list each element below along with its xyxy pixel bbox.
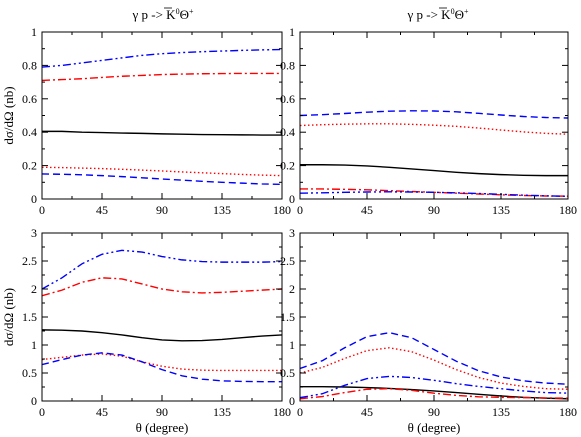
series-line-dash-dot-dot [300,191,568,198]
y-tick-label: 0.2 [22,159,37,173]
x-tick-label: 180 [559,405,577,419]
x-axis-label: θ (degree) [136,420,189,435]
x-tick-label: 0 [39,405,45,419]
series-line-dotted [300,347,568,390]
y-tick-label: 0.6 [22,92,37,106]
x-tick-label: 0 [297,203,303,217]
chart-title-top-right: γ p -> K0Θ+ [407,7,469,22]
y-tick-label: 1 [31,338,37,352]
y-tick-label: 0 [31,394,37,408]
x-tick-label: 135 [213,405,231,419]
y-tick-label: 0.4 [280,125,295,139]
y-tick-label: 2.5 [280,254,295,268]
y-tick-label: 0 [289,192,295,206]
series-line-dash-dot-dot [42,249,282,290]
series-line-dotted [300,123,568,135]
panel-bottom-left: 0 45 90 135 180 0 0.5 1 1.5 2 2.5 3 dσ/dΩ (nb) θ (deg… [1,226,291,435]
y-tick-label: 2 [31,282,37,296]
series-line-dashed [300,331,568,385]
series-line-dash-dot [300,188,568,197]
y-tick-label: 2 [289,282,295,296]
series-line-dotted [42,353,282,372]
y-tick-label: 2.5 [22,254,37,268]
panel-bottom-right: 0 45 90 135 180 0 0.5 1 1.5 2 2.5 3 θ (degree) [280,226,577,435]
series-line-dash-dot [42,277,282,297]
x-tick-label: 135 [213,203,231,217]
y-axis-label: dσ/dΩ (nb) [1,86,16,144]
x-tick-label: 135 [492,203,510,217]
y-tick-label: 0.6 [280,92,295,106]
x-tick-label: 90 [428,203,440,217]
x-tick-label: 180 [273,405,291,419]
x-tick-label: 45 [96,203,108,217]
y-tick-label: 1 [31,25,37,39]
y-tick-label: 1 [289,25,295,39]
x-tick-label: 45 [96,405,108,419]
x-tick-label: 180 [559,203,577,217]
y-tick-label: 0.8 [280,58,295,72]
y-tick-label: 1 [289,338,295,352]
series-line-dash-dot [300,387,568,400]
panel-top-left: 0 45 90 135 180 0 0.2 0.4 0.6 0.8 1 dσ/dΩ (nb) [1,25,291,217]
x-axis-label: θ (degree) [408,420,461,435]
series-line-dashed [42,352,282,383]
y-tick-label: 1.5 [22,310,37,324]
y-tick-label: 0.8 [22,58,37,72]
series-line-dashed [300,110,568,119]
x-tick-label: 90 [156,203,168,217]
y-tick-label: 3 [31,226,37,240]
y-tick-label: 3 [289,226,295,240]
series-line-solid [42,329,282,342]
y-tick-label: 0.4 [22,125,37,139]
x-tick-label: 45 [361,203,373,217]
x-tick-label: 45 [361,405,373,419]
x-tick-label: 135 [492,405,510,419]
x-tick-label: 90 [156,405,168,419]
chart-title-top-left: γ p -> K0Θ+ [132,7,194,22]
series-line-dashed [42,173,282,185]
x-tick-label: 0 [39,203,45,217]
series-line-solid [42,130,282,136]
series-line-dash-dot-dot [300,375,568,399]
y-axis-label: dσ/dΩ (nb) [1,288,16,346]
panel-top-right: 0 45 90 135 180 0 0.2 0.4 0.6 0.8 1 [280,25,577,217]
y-tick-label: 0.5 [22,366,37,380]
x-tick-label: 90 [428,405,440,419]
x-tick-label: 180 [273,203,291,217]
y-tick-label: 0 [289,394,295,408]
series-line-dash-dot-dot [42,48,282,68]
series-line-dotted [42,166,282,177]
series-line-solid [300,164,568,177]
x-tick-label: 0 [297,405,303,419]
y-tick-label: 0.2 [280,159,295,173]
y-tick-label: 0 [31,192,37,206]
y-tick-label: 0.5 [280,366,295,380]
y-tick-label: 1.5 [280,310,295,324]
